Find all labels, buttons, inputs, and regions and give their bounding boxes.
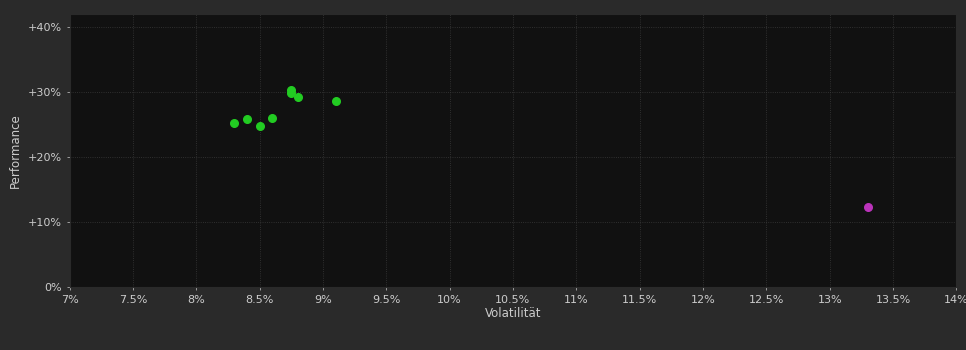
Point xyxy=(327,98,343,104)
Point xyxy=(860,204,875,210)
Point xyxy=(265,115,280,121)
Point xyxy=(252,124,268,129)
Point xyxy=(290,94,305,99)
Point xyxy=(240,117,255,122)
Point xyxy=(226,120,242,126)
Y-axis label: Performance: Performance xyxy=(10,113,22,188)
X-axis label: Volatilität: Volatilität xyxy=(485,307,541,320)
Point xyxy=(283,87,298,93)
Point xyxy=(283,91,298,96)
